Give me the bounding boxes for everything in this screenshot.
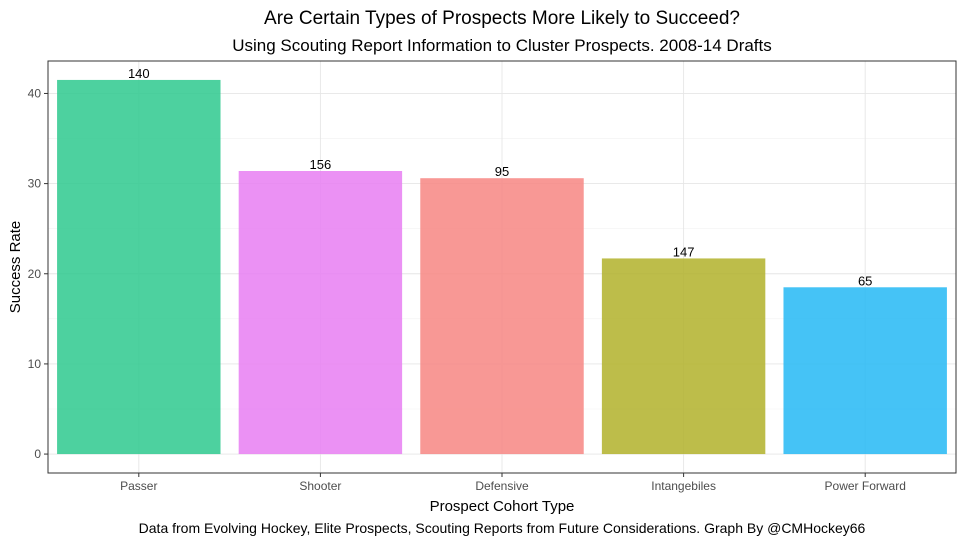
bar-value-label: 140 (128, 66, 150, 81)
y-tick-label: 10 (28, 357, 42, 371)
bar-value-label: 156 (310, 157, 332, 172)
y-axis-title: Success Rate (7, 221, 24, 314)
bar-value-label: 147 (673, 244, 695, 259)
bar-shooter (238, 170, 403, 455)
x-tick-label: Defensive (475, 479, 529, 493)
y-tick-label: 0 (34, 447, 41, 461)
x-tick-label: Power Forward (825, 479, 906, 493)
y-tick-label: 20 (28, 267, 42, 281)
y-tick-label: 40 (28, 86, 42, 100)
chart-title: Are Certain Types of Prospects More Like… (264, 8, 740, 29)
bar-value-labels: 140 156 95 147 65 (128, 66, 872, 288)
x-tick-label: Intangebiles (651, 479, 716, 493)
y-axis-ticks: 0 10 20 30 40 (28, 86, 48, 461)
bars (57, 79, 947, 455)
chart-subtitle: Using Scouting Report Information to Clu… (232, 36, 772, 55)
x-tick-label: Passer (120, 479, 157, 493)
bar-value-label: 95 (495, 164, 509, 179)
bar-intangebiles (601, 258, 766, 455)
bar-passer (57, 79, 221, 455)
x-tick-label: Shooter (299, 479, 341, 493)
bar-defensive (420, 178, 584, 455)
y-tick-label: 30 (28, 177, 42, 191)
x-axis-title: Prospect Cohort Type (430, 498, 575, 515)
chart-caption: Data from Evolving Hockey, Elite Prospec… (139, 520, 866, 536)
x-axis-ticks: Passer Shooter Defensive Intangebiles Power … (120, 473, 906, 493)
bar-power-forward (783, 287, 947, 455)
bar-value-label: 65 (858, 273, 872, 288)
